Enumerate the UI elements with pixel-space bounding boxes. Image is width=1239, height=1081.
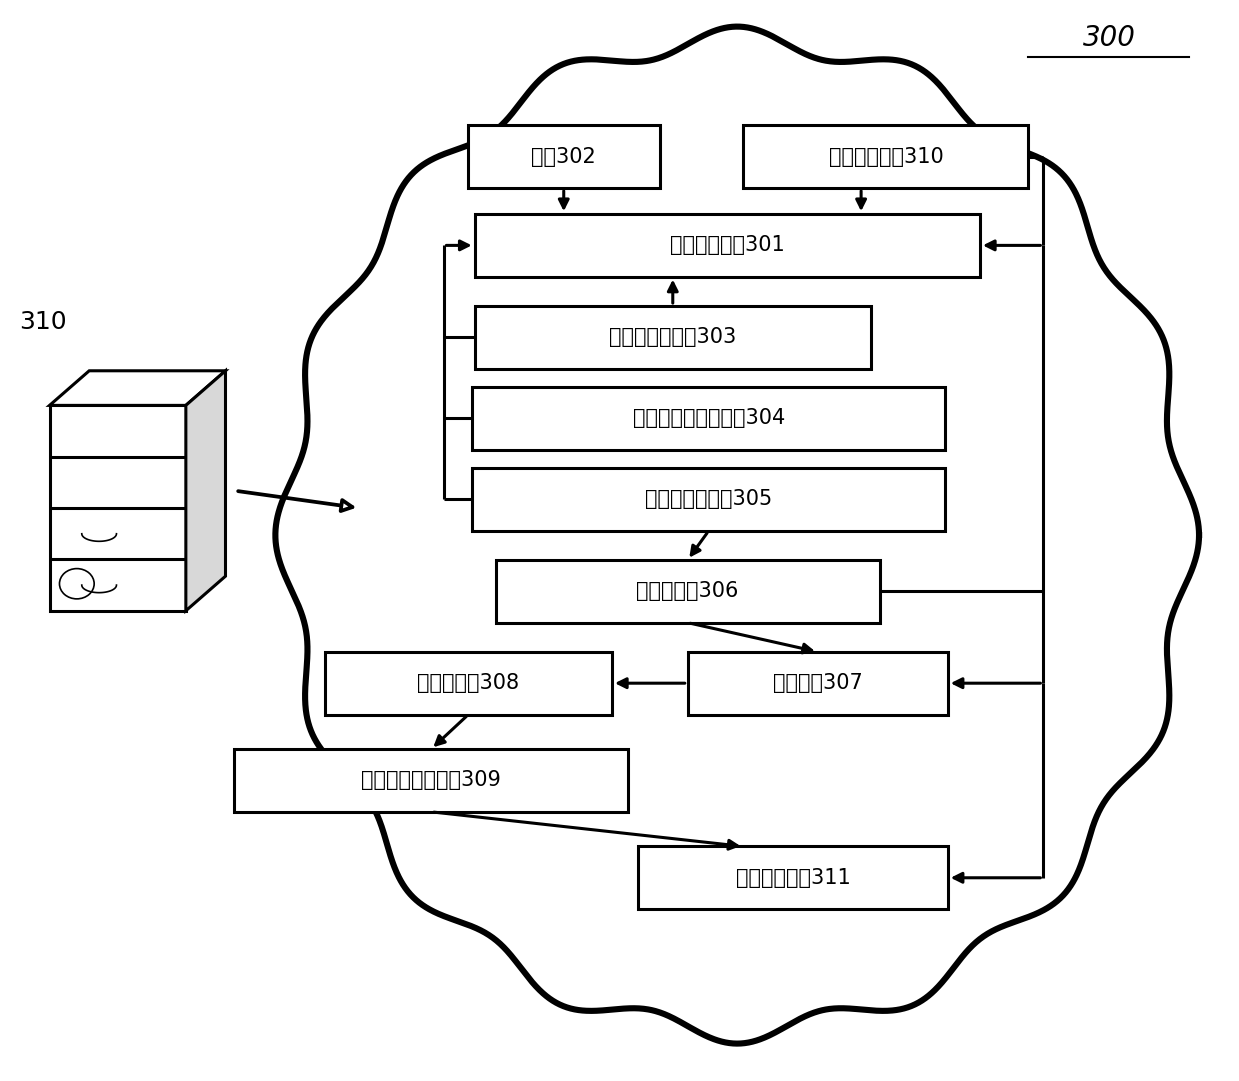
FancyBboxPatch shape	[638, 846, 948, 909]
Text: 目标物的信息311: 目标物的信息311	[736, 868, 850, 888]
FancyBboxPatch shape	[475, 214, 980, 277]
Text: 300: 300	[1083, 24, 1135, 52]
FancyBboxPatch shape	[234, 749, 628, 812]
Text: 滤除窗口307: 滤除窗口307	[773, 673, 862, 693]
Text: 310: 310	[20, 310, 67, 334]
Text: 目标物之上的点云309: 目标物之上的点云309	[362, 771, 501, 790]
FancyBboxPatch shape	[743, 125, 1028, 188]
Text: 目标物的图像310: 目标物的图像310	[829, 147, 943, 166]
Polygon shape	[275, 27, 1199, 1043]
Text: 干扰数据点308: 干扰数据点308	[418, 673, 519, 693]
FancyBboxPatch shape	[496, 560, 880, 623]
Polygon shape	[50, 405, 186, 611]
Text: 目标物矩形框301: 目标物矩形框301	[670, 236, 784, 255]
FancyBboxPatch shape	[472, 387, 945, 450]
FancyBboxPatch shape	[688, 652, 948, 715]
Text: 激光雷达的外部参数304: 激光雷达的外部参数304	[633, 409, 784, 428]
FancyBboxPatch shape	[468, 125, 659, 188]
Polygon shape	[50, 371, 225, 405]
Text: 相机的外部参数303: 相机的外部参数303	[610, 328, 736, 347]
Text: 点云数据点306: 点云数据点306	[637, 582, 738, 601]
Polygon shape	[186, 371, 225, 611]
FancyBboxPatch shape	[475, 306, 871, 369]
Text: 图像302: 图像302	[532, 147, 596, 166]
FancyBboxPatch shape	[472, 468, 945, 531]
Circle shape	[59, 569, 94, 599]
FancyBboxPatch shape	[325, 652, 612, 715]
Text: 激光点云数据点305: 激光点云数据点305	[646, 490, 772, 509]
